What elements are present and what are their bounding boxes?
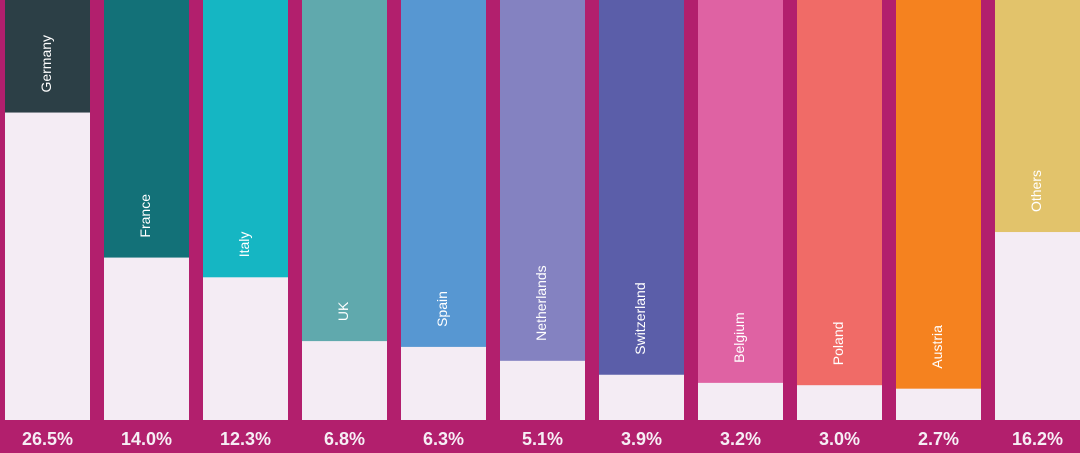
- category-label: Others: [1028, 170, 1044, 212]
- bar-background: [797, 0, 882, 420]
- category-label: Poland: [830, 322, 846, 366]
- category-label: Italy: [236, 232, 252, 258]
- category-label: Germany: [38, 35, 54, 93]
- bar: [302, 341, 387, 420]
- bar: [5, 112, 90, 420]
- value-label: 26.5%: [22, 429, 73, 449]
- bar: [203, 277, 288, 420]
- value-label: 3.2%: [720, 429, 761, 449]
- value-label: 6.8%: [324, 429, 365, 449]
- bar-background: [896, 0, 981, 420]
- bar-background: [500, 0, 585, 420]
- bar: [599, 374, 684, 420]
- bar: [401, 346, 486, 420]
- value-label: 14.0%: [121, 429, 172, 449]
- bar: [797, 385, 882, 420]
- bar: [698, 382, 783, 420]
- value-label: 6.3%: [423, 429, 464, 449]
- category-label: France: [137, 194, 153, 238]
- bar: [500, 360, 585, 420]
- value-label: 2.7%: [918, 429, 959, 449]
- category-label: Austria: [929, 325, 945, 369]
- value-label: 16.2%: [1012, 429, 1063, 449]
- bar: [896, 388, 981, 420]
- bar-background: [599, 0, 684, 420]
- category-label: Spain: [434, 291, 450, 327]
- category-label: Belgium: [731, 312, 747, 363]
- value-label: 3.9%: [621, 429, 662, 449]
- value-label: 3.0%: [819, 429, 860, 449]
- bar-background: [698, 0, 783, 420]
- category-label: UK: [335, 301, 351, 321]
- bar: [104, 257, 189, 420]
- category-label: Switzerland: [632, 282, 648, 354]
- value-label: 5.1%: [522, 429, 563, 449]
- category-label: Netherlands: [533, 265, 549, 341]
- bar: [995, 232, 1080, 420]
- value-label: 12.3%: [220, 429, 271, 449]
